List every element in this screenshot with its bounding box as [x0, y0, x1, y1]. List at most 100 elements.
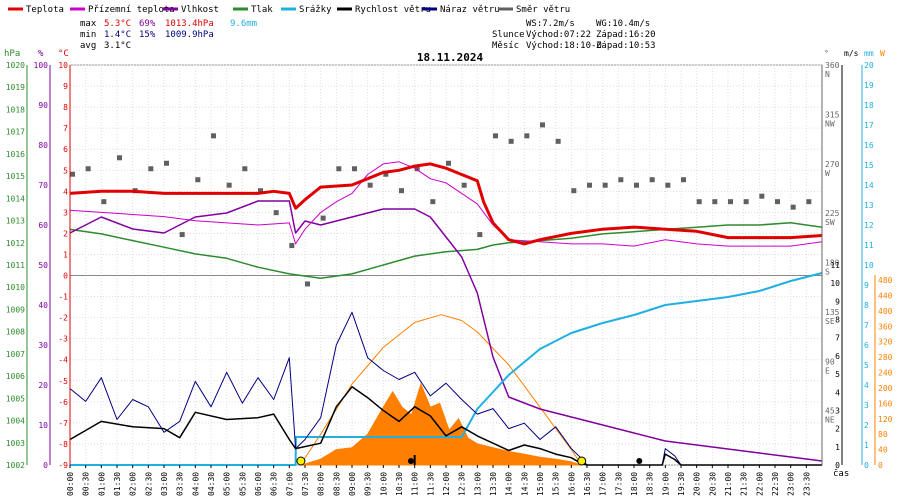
direction-tick-compass: SE — [825, 317, 835, 326]
x-tick-label: 20:00 — [693, 472, 702, 496]
humidity-tick-label: 60 — [38, 221, 48, 230]
rain-tick-label: 20 — [864, 61, 874, 70]
x-tick-label: 04:00 — [191, 472, 200, 496]
humidity-tick-label: 90 — [38, 101, 48, 110]
x-tick-label: 19:30 — [677, 472, 686, 496]
temperature-tick-label: 1 — [63, 250, 68, 259]
x-tick-label: 16:30 — [583, 472, 592, 496]
wind-direction-point — [587, 182, 592, 188]
stat-avg-temp: 3.1°C — [104, 41, 131, 51]
wind-direction-point — [461, 182, 467, 188]
pressure-tick-label: 1011 — [6, 261, 25, 270]
rain-tick-label: 0 — [864, 461, 869, 470]
wind-direction-point — [399, 188, 404, 194]
x-axis-unit: čas — [833, 468, 849, 479]
direction-tick-deg: 360 — [825, 61, 840, 70]
legend-label: Rychlost větru — [355, 5, 431, 15]
wind-tick-label: 7 — [835, 334, 840, 343]
x-tick-label: 15:00 — [536, 472, 545, 496]
stat-max-rain: 9.6mm — [230, 19, 257, 29]
legend-label: Náraz větru — [440, 5, 500, 15]
direction-tick-compass: SW — [825, 218, 835, 227]
wind-direction-layer — [70, 122, 812, 287]
direction-tick-compass: S — [825, 268, 830, 277]
pressure-tick-label: 1016 — [6, 150, 25, 159]
x-tick-label: 10:30 — [395, 472, 404, 496]
chart-title: 18.11.2024 — [417, 51, 484, 64]
wind-direction-point — [571, 188, 577, 194]
wind-direction-point — [696, 199, 702, 205]
temperature-tick-label: 10 — [58, 61, 68, 70]
humidity-unit: % — [38, 49, 44, 59]
wind-direction-point — [759, 193, 765, 199]
temperature-tick-label: 7 — [63, 124, 68, 133]
wind-tick-label: 10 — [830, 279, 840, 288]
x-tick-label: 02:00 — [129, 472, 138, 496]
x-tick-label: 14:00 — [505, 472, 514, 496]
direction-unit: ° — [824, 49, 829, 58]
x-tick-label: 07:00 — [285, 472, 294, 496]
legend-label: Směr větru — [516, 5, 570, 15]
direction-tick-compass: N — [825, 70, 830, 79]
direction-tick-compass: W — [825, 169, 830, 178]
wind-direction-point — [101, 199, 107, 205]
temperature-tick-label: -4 — [58, 356, 68, 365]
direction-tick-deg: 45 — [825, 407, 835, 416]
direction-tick-deg: 135 — [825, 308, 840, 317]
info-sun-rise: Východ:07:22 — [526, 30, 591, 40]
x-tick-label: 02:30 — [144, 472, 153, 496]
wind-direction-point — [195, 177, 201, 183]
wind-direction-point — [806, 199, 812, 205]
direction-tick-compass: NW — [825, 119, 835, 128]
temperature-tick-label: -6 — [58, 398, 68, 407]
solar-radiation-area — [301, 382, 581, 466]
stat-min-hum: 15% — [139, 30, 156, 40]
pressure-tick-label: 1003 — [6, 439, 25, 448]
info-sun-label: Slunce — [492, 30, 525, 40]
rain-tick-label: 12 — [864, 221, 874, 230]
x-tick-label: 07:30 — [301, 472, 310, 496]
solar-tick-label: 440 — [878, 291, 893, 300]
series-layer — [69, 161, 823, 466]
pressure-line — [69, 222, 823, 280]
wind-direction-point — [242, 166, 248, 172]
stat-avg-label: avg — [80, 41, 96, 51]
rain-tick-label: 9 — [864, 281, 869, 290]
pressure-tick-label: 1012 — [6, 239, 25, 248]
temperature-tick-label: 6 — [63, 145, 68, 154]
moonrise-marker — [636, 458, 643, 464]
wind-direction-point — [728, 199, 733, 205]
solar-tick-label: 400 — [878, 307, 893, 316]
wind-direction-point — [430, 199, 436, 205]
x-tick-label: 18:30 — [646, 472, 655, 496]
wind-direction-point — [649, 177, 655, 183]
solar-tick-label: 280 — [878, 353, 893, 362]
wind-direction-point — [540, 122, 545, 128]
pressure-tick-label: 1018 — [6, 105, 25, 114]
temperature-unit: °C — [58, 49, 69, 59]
stat-max-label: max — [80, 19, 97, 29]
temperature-tick-label: 9 — [63, 82, 68, 91]
temperature-tick-label: 2 — [63, 229, 68, 238]
x-tick-label: 14:30 — [520, 472, 529, 496]
wind-direction-point — [117, 155, 122, 161]
wind-tick-label: 2 — [835, 425, 840, 434]
wind-direction-point — [179, 232, 185, 238]
wind-tick-label: 11 — [830, 261, 840, 270]
stats-block: max 5.3°C 69% 1013.4hPa 9.6mm min 1.4°C … — [80, 19, 257, 51]
pressure-tick-label: 1013 — [6, 217, 25, 226]
info-moon-rise: Východ:18:10-0 — [526, 41, 602, 51]
temperature-tick-label: 0 — [63, 272, 68, 281]
wind-direction-point — [211, 133, 216, 139]
sunrise-marker — [296, 456, 306, 466]
rain-tick-label: 18 — [864, 101, 874, 110]
pressure-tick-label: 1014 — [6, 194, 25, 203]
rain-tick-label: 5 — [864, 361, 869, 370]
wind-tick-label: 4 — [835, 388, 840, 397]
solar-tick-label: 160 — [878, 399, 893, 408]
pressure-tick-label: 1002 — [6, 461, 25, 470]
wind-direction-point — [164, 160, 169, 166]
temperature-tick-label: -9 — [58, 461, 68, 470]
wind-tick-label: 3 — [835, 406, 840, 415]
